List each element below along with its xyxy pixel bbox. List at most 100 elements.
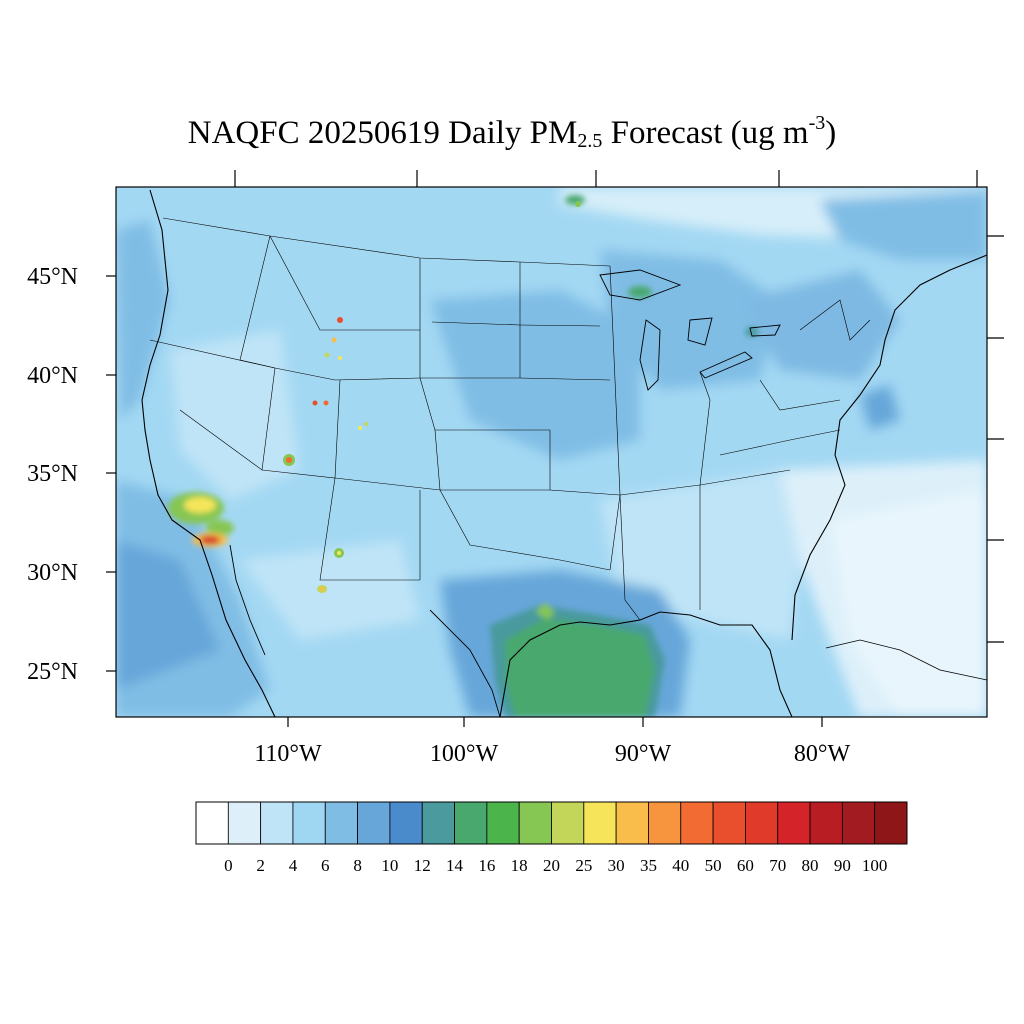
colorbar-tick-label: 8	[353, 856, 362, 875]
map-axes: 45°N 40°N 35°N 30°N 25°N 110°W 100°W 90°W 80°W	[27, 170, 1004, 767]
colorbar-tick-label: 0	[224, 856, 233, 875]
caribbean-islands	[825, 639, 987, 681]
field-zone-atlantic-light	[830, 490, 987, 717]
lon-tick-label: 110°W	[254, 741, 322, 767]
lake-superior	[599, 269, 682, 301]
field-socal-smoke-core	[184, 497, 216, 513]
gulf-coastline	[499, 611, 793, 717]
colorbar-tick-label: 35	[640, 856, 657, 875]
field-zone-northwest-coast	[116, 220, 170, 420]
colorbar-swatch	[260, 801, 294, 845]
colorbar-tick-label: 25	[575, 856, 592, 875]
field-gulf-plume	[505, 618, 655, 717]
colorbar-swatch	[648, 801, 682, 845]
field-lake-superior-patch	[628, 286, 652, 298]
colorbar-tick-label: 16	[478, 856, 495, 875]
colorbar-tick-label: 6	[321, 856, 330, 875]
title-prefix: NAQFC 20250619 Daily PM	[187, 115, 578, 151]
field-gulf-plume-peak	[535, 603, 555, 620]
colorbar-swatch	[680, 801, 714, 845]
title-superscript: -3	[808, 112, 826, 134]
lat-tick-label: 45°N	[27, 264, 78, 290]
hotspot-canada	[575, 201, 581, 207]
colorbar-swatch	[454, 801, 488, 845]
colorbar-tick-label: 30	[608, 856, 625, 875]
lat-tick-label: 35°N	[27, 461, 78, 487]
gulf-of-california-coast	[229, 544, 266, 656]
colorbar-swatch	[745, 801, 779, 845]
hotspot-wyoming-1	[337, 317, 343, 323]
colorbar-tick-label: 100	[862, 856, 888, 875]
hotspot-utah-1	[324, 352, 330, 358]
colorbar-swatch	[712, 801, 746, 845]
hotspot-utah-2	[338, 356, 342, 360]
colorbar-swatch	[421, 801, 455, 845]
field-socal-fire-core	[200, 536, 220, 544]
field-zone-canada-east	[820, 190, 987, 260]
field-zone-atlantic-patch	[860, 385, 900, 430]
colorbar-swatch	[841, 801, 876, 845]
colorbar-tick-label: 4	[289, 856, 298, 875]
field-socal-smoke-south	[206, 520, 234, 536]
field-zone-northeast	[740, 270, 900, 380]
lake-erie	[699, 351, 753, 379]
colorbar-swatch	[227, 801, 262, 845]
lon-tick-label: 80°W	[794, 741, 851, 767]
field-lake-ontario-patch	[745, 327, 759, 337]
colorbar-tick-label: 10	[381, 856, 398, 875]
lat-tick-label: 30°N	[27, 560, 78, 586]
field-hotspot-layer	[168, 195, 759, 717]
colorbar-tick-label: 50	[705, 856, 722, 875]
colorbar-tick-label: 60	[737, 856, 754, 875]
map-title: NAQFC 20250619 Daily PM2.5 Forecast (ug …	[0, 112, 1024, 153]
title-middle: Forecast (ug m	[602, 115, 809, 151]
colorbar-tick-label: 20	[543, 856, 560, 875]
colorbar-swatch	[551, 801, 585, 845]
colorbar-tick-label: 12	[414, 856, 431, 875]
lon-tick-label: 90°W	[615, 741, 672, 767]
hotspot-wyoming-2	[331, 337, 337, 343]
title-suffix: )	[825, 115, 837, 151]
colorbar-tick-label: 14	[446, 856, 464, 875]
colorbar: 0 2 4 6 8 10 12 14 16 18 20 25 30 35 40 50 60 70 80 90 100	[195, 801, 908, 875]
map-frame	[115, 186, 988, 718]
colorbar-swatch	[615, 801, 649, 845]
mexico-gulf-coast	[429, 609, 501, 717]
lat-tick-label: 25°N	[27, 659, 78, 685]
concentration-field	[116, 187, 987, 717]
hotspot-colorado-2	[364, 422, 368, 426]
colorbar-swatch	[583, 801, 617, 845]
field-zone-baja-offshore	[116, 540, 220, 690]
colorbar-swatch	[777, 801, 811, 845]
field-canada-patch	[565, 195, 585, 205]
colorbar-tick-label: 18	[511, 856, 528, 875]
hotspot-utah-3	[312, 400, 318, 406]
colorbar-swatch	[874, 801, 908, 845]
title-subscript: 2.5	[577, 130, 603, 152]
hotspot-utah-4	[323, 400, 329, 406]
colorbar-swatch	[518, 801, 552, 845]
atlantic-coastline	[791, 254, 987, 641]
lake-huron	[687, 317, 713, 346]
state-boundaries	[149, 217, 871, 621]
colorbar-tick-label: 80	[802, 856, 819, 875]
fire-hotspots	[283, 201, 581, 593]
field-zone-plains	[430, 290, 640, 460]
lon-tick-label: 100°W	[430, 741, 499, 767]
field-smooth-layer	[116, 187, 987, 717]
colorbar-frame	[195, 801, 908, 845]
colorbar-swatch	[486, 801, 520, 845]
colorbar-swatch	[324, 801, 358, 845]
hotspot-nevada-core	[286, 457, 292, 463]
hotspot-border-core	[320, 587, 324, 591]
colorbar-swatch	[809, 801, 843, 845]
lake-ontario	[749, 324, 781, 337]
colorbar-tick-label: 2	[256, 856, 265, 875]
pacific-coastline	[141, 189, 276, 717]
colorbar-tick-label: 70	[769, 856, 786, 875]
lat-tick-label: 40°N	[27, 363, 78, 389]
hotspot-arizona-core	[337, 551, 341, 555]
colorbar-swatch	[357, 801, 391, 845]
colorbar-swatch	[389, 801, 423, 845]
